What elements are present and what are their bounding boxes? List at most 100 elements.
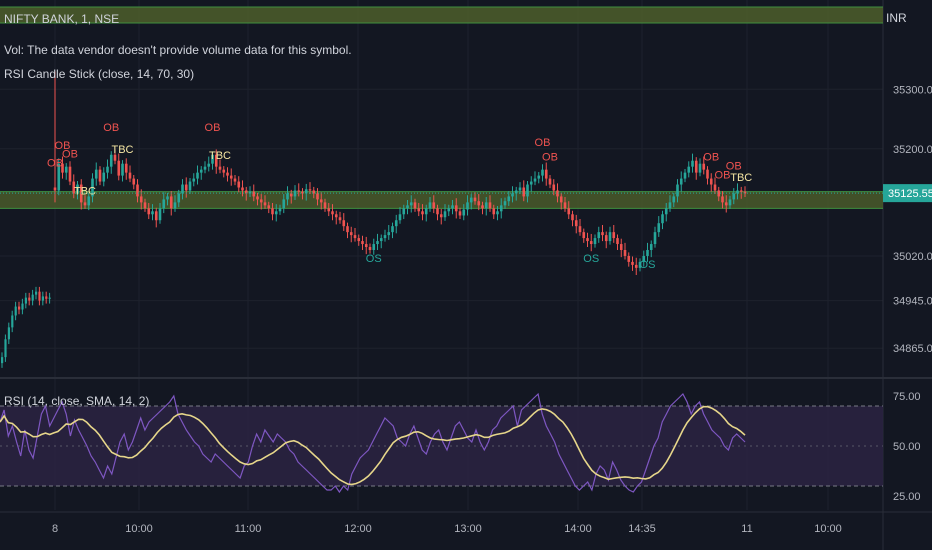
candle-body xyxy=(522,187,526,197)
candle-body xyxy=(679,178,683,185)
candle-body xyxy=(24,297,27,304)
candle-body xyxy=(631,261,634,265)
candle-body xyxy=(443,211,447,218)
candle-body xyxy=(256,196,259,200)
candle-body xyxy=(4,339,7,358)
candle-body xyxy=(188,181,192,191)
candle-body xyxy=(334,214,338,218)
candle-body xyxy=(698,163,702,173)
candle-body xyxy=(642,255,646,262)
symbol-legend[interactable]: NIFTY BANK, 1, NSE xyxy=(4,12,120,26)
candle-body xyxy=(361,241,364,245)
rsi-pane xyxy=(0,392,883,494)
candle-body xyxy=(87,196,91,206)
candle-body xyxy=(136,184,139,197)
candle-body xyxy=(372,244,376,250)
candle-body xyxy=(244,190,248,194)
rsi-line xyxy=(0,392,746,494)
candle-body xyxy=(728,199,732,206)
candle-body xyxy=(316,193,319,200)
candle-body xyxy=(391,226,394,233)
candle-body xyxy=(672,196,676,203)
candle-body xyxy=(139,196,143,203)
rsi-study-legend[interactable]: RSI (14, close, SMA, 14, 2) xyxy=(4,394,150,408)
candle-body xyxy=(402,208,406,215)
candle-body xyxy=(717,190,721,197)
candle-body xyxy=(668,202,672,209)
candle-body xyxy=(113,154,117,161)
candle-body xyxy=(514,190,518,194)
candle-body xyxy=(263,202,267,206)
candle-body xyxy=(683,172,687,179)
candle-body xyxy=(586,238,589,242)
candle-body xyxy=(439,214,443,218)
price-axis-label: 35200.00 xyxy=(893,144,932,156)
candle-body xyxy=(657,223,661,233)
signal-label-ob: OB xyxy=(542,152,558,164)
candle-body xyxy=(207,163,211,167)
candle-body xyxy=(297,190,301,192)
time-axis-label: 11 xyxy=(741,523,752,535)
candle-body xyxy=(237,181,241,188)
candle-body xyxy=(181,184,184,194)
candle-body xyxy=(511,193,514,197)
candle-body xyxy=(582,232,586,239)
candle-body xyxy=(394,220,398,227)
price-axis-label: 34945.00 xyxy=(893,296,932,308)
candle-body xyxy=(319,199,323,203)
volume-legend[interactable]: Vol: The data vendor doesn't provide vol… xyxy=(4,43,352,57)
current-price-label: 35125.55 xyxy=(888,188,932,200)
rsi-band-fill xyxy=(0,406,883,486)
candle-body xyxy=(563,202,567,209)
rsi-axis-label: 25.00 xyxy=(893,491,921,503)
candle-body xyxy=(323,202,327,209)
candle-body xyxy=(162,199,166,209)
signal-label-ob: OB xyxy=(726,161,742,173)
signal-label-os: OS xyxy=(366,253,382,265)
candle-body xyxy=(364,244,368,248)
candle-body xyxy=(709,178,713,185)
candle-body xyxy=(124,163,128,173)
signal-label-ob: OB xyxy=(55,140,71,152)
candle-body xyxy=(466,202,469,210)
candle-body xyxy=(492,208,496,215)
candle-body xyxy=(7,327,10,340)
candle-body xyxy=(226,172,229,176)
candle-body xyxy=(687,166,691,173)
rsi-ma-line xyxy=(0,405,746,486)
candle-body xyxy=(413,202,417,209)
candle-body xyxy=(128,172,132,179)
candle-body xyxy=(35,291,38,295)
candle-body xyxy=(436,208,439,215)
candle-body xyxy=(31,294,34,301)
candle-body xyxy=(308,189,312,191)
candle-body xyxy=(38,291,41,301)
candle-body xyxy=(64,166,68,173)
candle-body xyxy=(421,211,424,215)
time-axis-label: 10:00 xyxy=(814,523,842,535)
candle-body xyxy=(61,163,64,173)
candle-body xyxy=(488,202,492,209)
candle-body xyxy=(199,169,203,173)
candle-body xyxy=(541,169,544,176)
candle-body xyxy=(619,244,623,250)
time-axis-label: 11:00 xyxy=(235,523,262,535)
candle-body xyxy=(691,160,694,167)
candle-body xyxy=(106,166,109,173)
rsi-candle-study-legend[interactable]: RSI Candle Stick (close, 14, 70, 30) xyxy=(4,67,195,81)
candle-body xyxy=(271,208,274,215)
candle-body xyxy=(28,297,31,301)
candle-body xyxy=(346,226,349,233)
candle-body xyxy=(241,187,244,191)
candle-body xyxy=(312,190,316,194)
price-axis: 35300.00 35200.00 35020.00 34945.00 34865.00… xyxy=(893,84,932,503)
candle-body xyxy=(507,196,511,202)
candlestick-series xyxy=(1,71,747,368)
candle-body xyxy=(18,306,21,310)
candle-body xyxy=(267,205,271,209)
time-axis-label: 12:00 xyxy=(344,523,372,535)
rsi-axis-label: 75.00 xyxy=(893,391,921,403)
candle-body xyxy=(177,193,181,203)
